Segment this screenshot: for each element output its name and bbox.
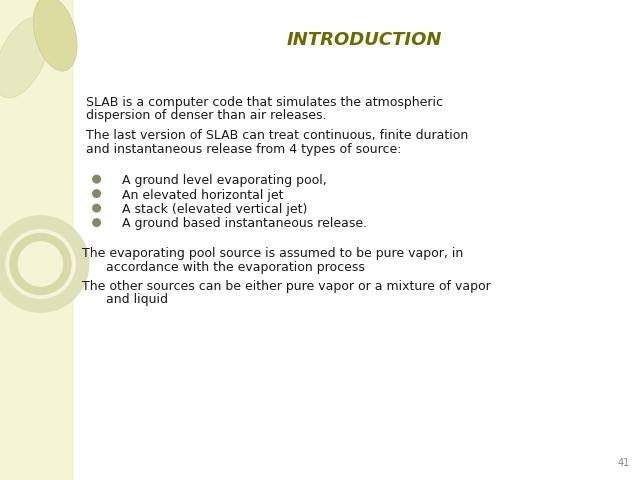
Circle shape	[92, 189, 101, 198]
Circle shape	[92, 175, 101, 184]
Circle shape	[92, 218, 101, 227]
Text: A stack (elevated vertical jet): A stack (elevated vertical jet)	[122, 203, 307, 216]
Text: and liquid: and liquid	[106, 293, 168, 307]
Text: A ground level evaporating pool,: A ground level evaporating pool,	[122, 174, 326, 187]
Text: INTRODUCTION: INTRODUCTION	[287, 31, 442, 49]
Text: dispersion of denser than air releases.: dispersion of denser than air releases.	[86, 109, 326, 122]
Text: The evaporating pool source is assumed to be pure vapor, in: The evaporating pool source is assumed t…	[82, 247, 463, 260]
Text: and instantaneous release from 4 types of source:: and instantaneous release from 4 types o…	[86, 143, 401, 156]
Text: An elevated horizontal jet: An elevated horizontal jet	[122, 189, 283, 202]
Text: accordance with the evaporation process: accordance with the evaporation process	[106, 261, 364, 274]
Circle shape	[92, 204, 101, 213]
Ellipse shape	[33, 0, 77, 71]
Text: 41: 41	[618, 458, 630, 468]
Bar	[0, 0, 74, 480]
Ellipse shape	[0, 17, 49, 98]
Text: SLAB is a computer code that simulates the atmospheric: SLAB is a computer code that simulates t…	[86, 96, 443, 109]
Text: A ground based instantaneous release.: A ground based instantaneous release.	[122, 217, 367, 230]
Text: The other sources can be either pure vapor or a mixture of vapor: The other sources can be either pure vap…	[82, 280, 490, 293]
Text: The last version of SLAB can treat continuous, finite duration: The last version of SLAB can treat conti…	[86, 129, 468, 142]
